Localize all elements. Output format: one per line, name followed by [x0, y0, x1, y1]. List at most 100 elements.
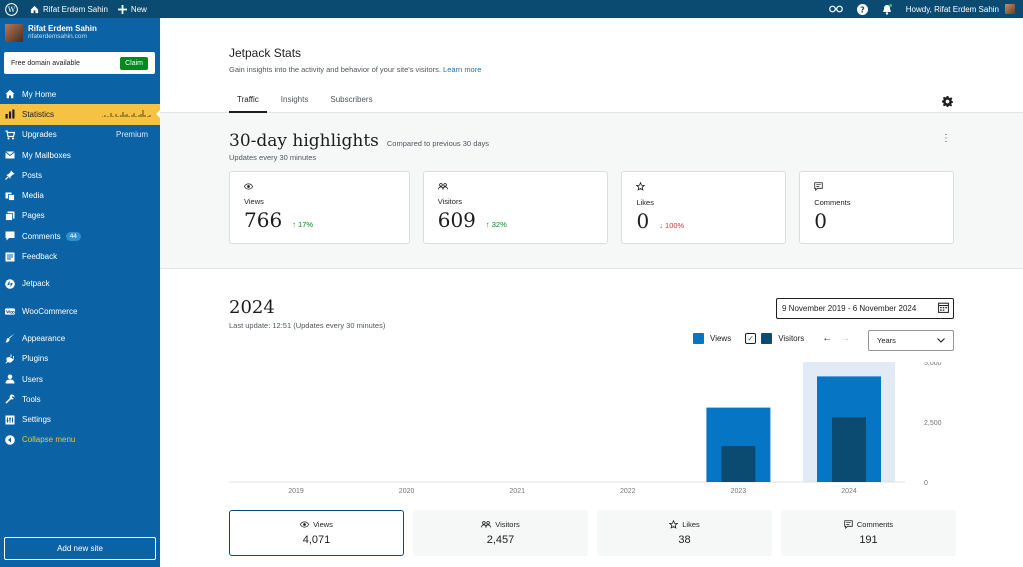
- tab-subscribers[interactable]: Subscribers: [330, 95, 373, 104]
- sidebar-item-comments[interactable]: Comments 44: [0, 226, 160, 246]
- sidebar-item-label: Users: [22, 374, 43, 384]
- user-icon: [5, 374, 15, 384]
- period-title: 2024: [229, 297, 275, 318]
- admin-bar: W Rifat Erdem Sahin New ? Howdy, Rifat E…: [0, 0, 1023, 18]
- total-label: Views: [313, 520, 333, 529]
- date-range-picker[interactable]: 9 November 2019 - 6 November 2024: [776, 298, 954, 319]
- x-tick-label: 2021: [509, 488, 525, 495]
- subtitle-text: Gain insights into the activity and beha…: [229, 65, 441, 74]
- highlight-card-visitors[interactable]: Visitors 609 ↑ 32%: [422, 171, 609, 244]
- avatar[interactable]: [1005, 4, 1015, 14]
- sidebar-item-pages[interactable]: Pages: [0, 206, 160, 226]
- total-value: 191: [859, 534, 878, 546]
- highlight-card-views[interactable]: Views 766 ↑ 17%: [229, 171, 410, 244]
- sidebar-item-label: Settings: [22, 415, 51, 425]
- period-select[interactable]: Years: [868, 330, 954, 351]
- y-tick-label: 5,000: [924, 362, 942, 367]
- delta-value: 32%: [491, 220, 507, 229]
- howdy-user[interactable]: Howdy, Rifat Erdem Sahin: [905, 4, 999, 14]
- card-value: 609: [437, 208, 476, 232]
- home-icon: [5, 89, 15, 99]
- page-title: Jetpack Stats: [229, 46, 302, 60]
- chevron-down-icon: [937, 336, 945, 345]
- mail-icon: [5, 150, 15, 160]
- visitors-checkbox[interactable]: ✓: [745, 333, 757, 344]
- sidebar-item-label: Pages: [22, 211, 45, 221]
- delta-value: 100%: [665, 221, 685, 230]
- traffic-bar-chart[interactable]: 0 2,500 5,000 2019 2020 2021 2022 2023 2024: [229, 362, 955, 497]
- adminbar-new[interactable]: New: [117, 4, 147, 14]
- notifications-bell-icon[interactable]: [882, 3, 892, 15]
- sidebar-item-users[interactable]: Users: [0, 369, 160, 389]
- sidebar-item-posts[interactable]: Posts: [0, 165, 160, 185]
- legend-views[interactable]: Views: [710, 334, 732, 343]
- sidebar-item-upgrades[interactable]: Upgrades Premium: [0, 125, 160, 145]
- sidebar-item-label: Plugins: [22, 354, 49, 364]
- svg-text:W: W: [7, 5, 15, 14]
- previous-arrow-icon[interactable]: ←: [822, 333, 833, 344]
- highlights-compared: Compared to previous 30 days: [386, 139, 490, 148]
- totals-tabs: Views 4,071 Visitors 2,457 Likes 38 Comm…: [229, 510, 965, 556]
- add-new-site-button[interactable]: Add new site: [4, 537, 156, 560]
- total-value: 2,457: [486, 534, 515, 546]
- total-card-views[interactable]: Views 4,071: [229, 510, 404, 556]
- people-icon: [437, 183, 448, 190]
- brush-icon: [5, 333, 15, 343]
- learn-more-link[interactable]: Learn more: [443, 65, 482, 74]
- chart-legend: Views ✓ Visitors ← →: [693, 333, 858, 344]
- main-content: Jetpack Stats Gain insights into the act…: [160, 18, 1023, 567]
- sidebar-item-settings[interactable]: Settings: [0, 409, 160, 429]
- sidebar-item-woocommerce[interactable]: WooCommerce: [0, 301, 160, 321]
- star-icon: [669, 520, 679, 529]
- sidebar-item-my-mailboxes[interactable]: My Mailboxes: [0, 145, 160, 165]
- tab-insights[interactable]: Insights: [280, 95, 309, 104]
- comment-icon: [844, 520, 853, 529]
- delta-value: 17%: [298, 220, 314, 229]
- pin-icon: [5, 170, 15, 181]
- next-arrow-icon[interactable]: →: [840, 333, 851, 344]
- tab-traffic[interactable]: Traffic: [229, 95, 267, 113]
- adminbar-new-label: New: [130, 4, 147, 14]
- settings-icon: [5, 415, 15, 425]
- sidebar-item-appearance[interactable]: Appearance: [0, 328, 160, 348]
- collapse-menu-button[interactable]: Collapse menu: [0, 430, 160, 450]
- sidebar-item-feedback[interactable]: Feedback: [0, 246, 160, 266]
- sidebar-item-media[interactable]: Media: [0, 185, 160, 205]
- sidebar-item-statistics[interactable]: Statistics: [0, 104, 161, 125]
- total-card-likes[interactable]: Likes 38: [597, 510, 772, 556]
- sidebar-item-plugins[interactable]: Plugins: [0, 349, 160, 369]
- bar-chart-icon: [5, 109, 15, 119]
- sidebar-item-tools[interactable]: Tools: [0, 389, 160, 409]
- svg-text:?: ?: [860, 5, 865, 14]
- gear-icon[interactable]: [942, 96, 953, 109]
- y-tick-label: 0: [924, 480, 928, 487]
- highlight-cards: Views 766 ↑ 17% Visitors 609 ↑ 32% Likes…: [229, 171, 954, 244]
- wordpress-logo-icon[interactable]: W: [2, 0, 20, 18]
- feedback-icon: [5, 252, 15, 262]
- card-value: 0: [636, 209, 650, 233]
- sidebar-item-label: Media: [22, 191, 44, 201]
- help-icon[interactable]: ?: [856, 3, 868, 15]
- total-card-visitors[interactable]: Visitors 2,457: [413, 510, 588, 556]
- more-options-icon[interactable]: ⋮: [941, 133, 951, 144]
- claim-button[interactable]: Claim: [120, 56, 148, 70]
- reader-icon[interactable]: [828, 5, 843, 13]
- total-card-comments[interactable]: Comments 191: [781, 510, 956, 556]
- sidebar-item-label: My Mailboxes: [22, 150, 71, 160]
- comment-icon: [814, 182, 823, 192]
- adminbar-site[interactable]: Rifat Erdem Sahin: [30, 5, 108, 14]
- sidebar-item-jetpack[interactable]: Jetpack: [0, 274, 160, 294]
- site-avatar: [5, 24, 23, 42]
- card-label: Visitors: [437, 197, 463, 206]
- total-label: Visitors: [495, 520, 520, 529]
- highlight-card-likes[interactable]: Likes 0 ↓ 100%: [621, 171, 787, 244]
- site-card[interactable]: Rifat Erdem Sahin rifaterdemsahin.com: [0, 18, 160, 48]
- page-subtitle: Gain insights into the activity and beha…: [229, 65, 1023, 74]
- sidebar-item-my-home[interactable]: My Home: [0, 84, 160, 104]
- star-icon: [636, 181, 646, 191]
- highlight-card-comments[interactable]: Comments 0: [799, 171, 954, 244]
- pages-icon: [5, 211, 15, 221]
- people-icon: [481, 521, 492, 528]
- woo-icon: [5, 306, 15, 316]
- legend-visitors[interactable]: Visitors: [778, 334, 805, 343]
